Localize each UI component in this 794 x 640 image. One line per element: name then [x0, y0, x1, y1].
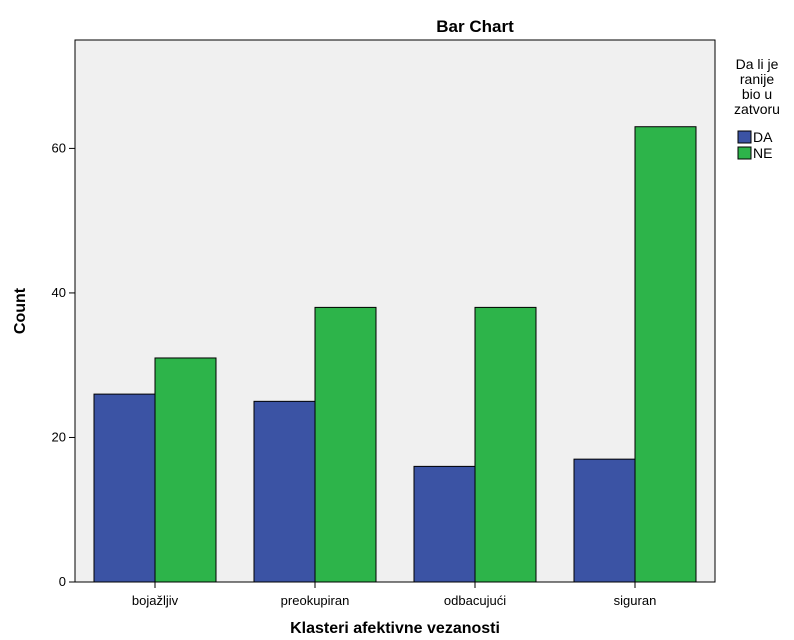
- chart-title: Bar Chart: [436, 17, 514, 36]
- legend-swatch-ne: [737, 146, 752, 160]
- x-tick-label: preokupiran: [281, 593, 350, 608]
- x-axis: bojažljiv preokupiran odbacujući siguran: [132, 582, 656, 608]
- bar-ne-1: [314, 306, 377, 583]
- legend-title-line: ranije: [740, 71, 774, 87]
- legend-swatch-da: [737, 130, 752, 144]
- x-tick-label: odbacujući: [444, 593, 506, 608]
- bars-group: [93, 126, 697, 583]
- x-axis-title: Klasteri afektivne vezanosti: [290, 620, 500, 637]
- x-tick-label: siguran: [614, 593, 657, 608]
- y-tick-label: 40: [52, 285, 66, 300]
- legend-title-line: bio u: [742, 86, 772, 102]
- bar-da-3: [573, 458, 636, 583]
- y-tick-label: 20: [52, 429, 66, 444]
- bar-da-0: [93, 393, 156, 583]
- bar-ne-0: [154, 357, 217, 583]
- legend-title-line: zatvoru: [734, 101, 780, 117]
- y-axis-title: Count: [12, 287, 29, 334]
- bar-ne-2: [474, 306, 537, 583]
- x-tick-label: bojažljiv: [132, 593, 179, 608]
- bar-ne-3: [634, 126, 697, 583]
- bar-da-1: [253, 400, 316, 583]
- legend-label-da: DA: [753, 129, 773, 145]
- legend-label-ne: NE: [753, 145, 772, 161]
- bar-da-2: [413, 465, 476, 583]
- y-tick-label: 0: [59, 574, 66, 589]
- legend-title-line: Da li je: [736, 56, 779, 72]
- y-tick-label: 60: [52, 140, 66, 155]
- y-axis: 0 20 40 60: [52, 140, 75, 589]
